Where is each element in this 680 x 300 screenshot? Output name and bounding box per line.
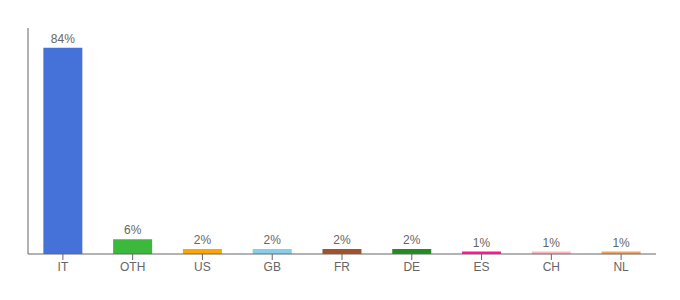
- svg-text:DE: DE: [403, 260, 420, 274]
- svg-text:FR: FR: [334, 260, 350, 274]
- svg-text:1%: 1%: [473, 236, 491, 250]
- svg-text:2%: 2%: [194, 233, 212, 247]
- svg-text:IT: IT: [58, 260, 69, 274]
- svg-text:84%: 84%: [51, 32, 75, 46]
- svg-text:ES: ES: [474, 260, 490, 274]
- svg-text:1%: 1%: [612, 236, 630, 250]
- svg-text:CH: CH: [543, 260, 560, 274]
- svg-text:OTH: OTH: [120, 260, 145, 274]
- svg-text:2%: 2%: [264, 233, 282, 247]
- svg-text:6%: 6%: [124, 223, 142, 237]
- svg-text:NL: NL: [613, 260, 629, 274]
- svg-text:2%: 2%: [403, 233, 421, 247]
- svg-text:2%: 2%: [333, 233, 351, 247]
- svg-text:GB: GB: [264, 260, 281, 274]
- svg-text:1%: 1%: [543, 236, 561, 250]
- svg-text:US: US: [194, 260, 211, 274]
